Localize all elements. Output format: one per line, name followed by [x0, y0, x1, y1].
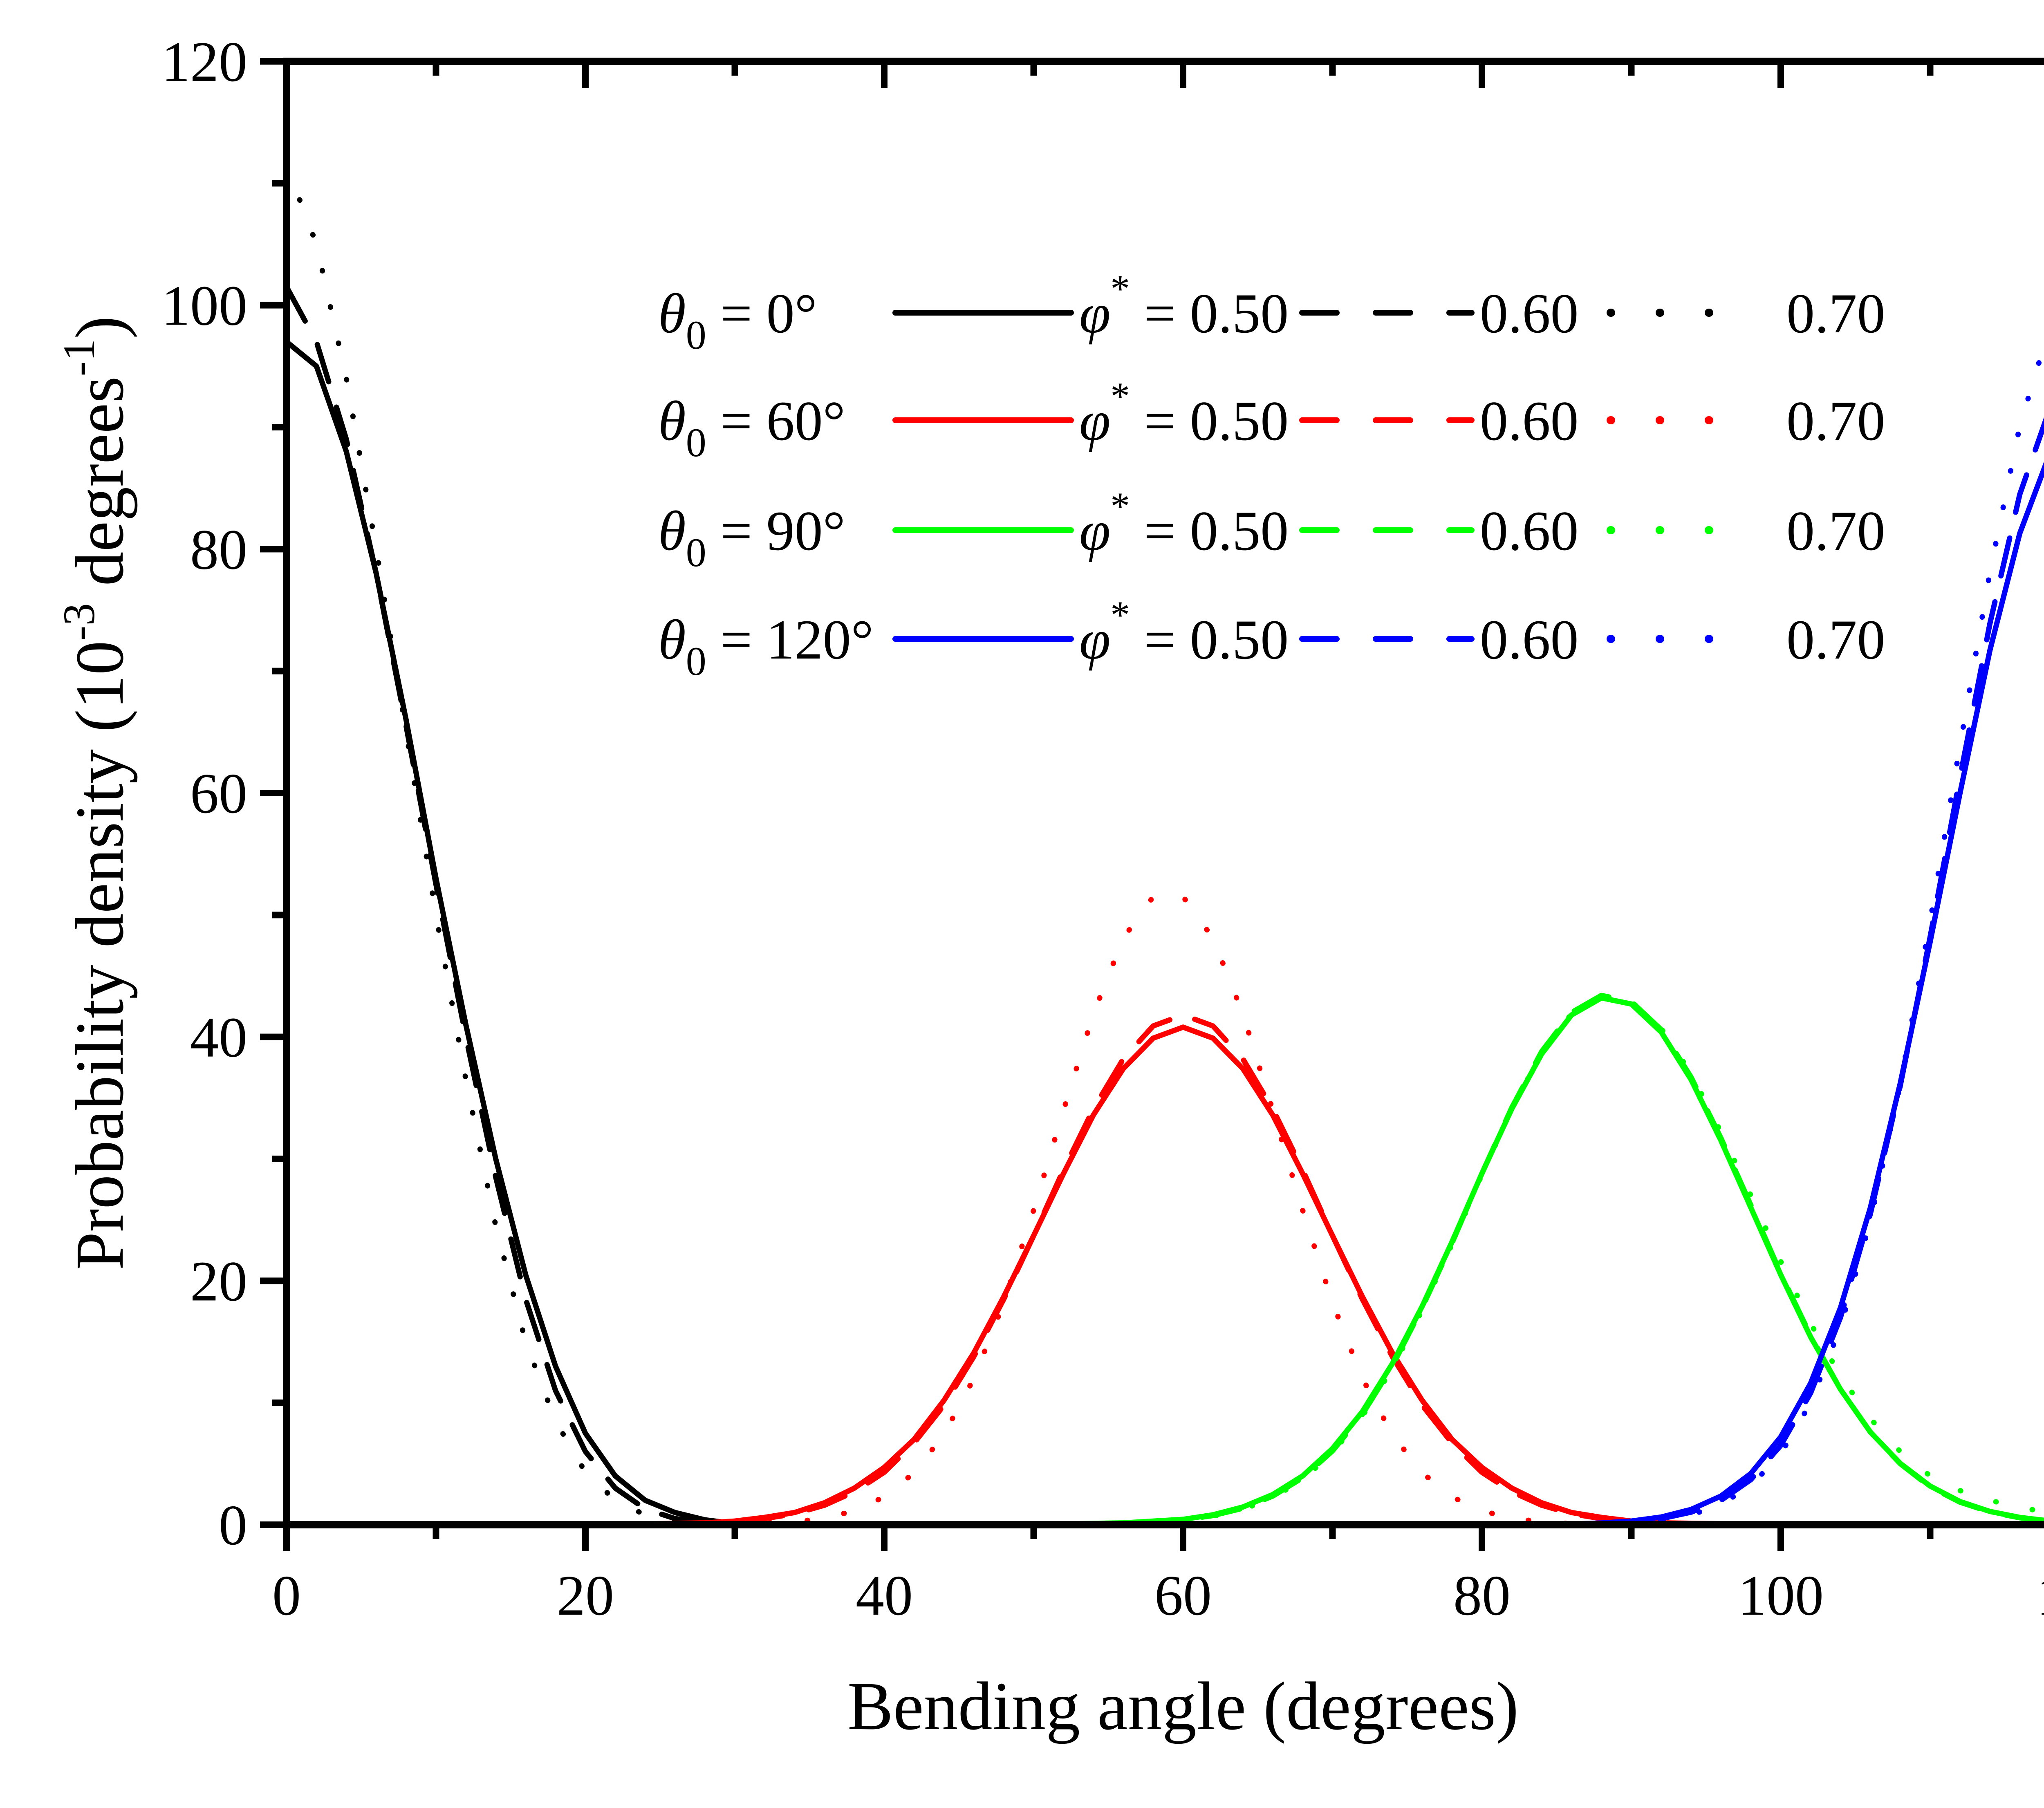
x-tick-label: 80 [1453, 1564, 1511, 1627]
phi-symbol: φ [1079, 608, 1110, 671]
phi-superscript: * [1110, 374, 1130, 418]
phi-symbol: φ [1079, 390, 1110, 452]
theta-subscript: 0 [686, 312, 706, 358]
y-tick-label: 60 [190, 762, 247, 825]
legend-phi-label: φ* = 0.50 [1079, 374, 1289, 452]
series-line [284, 894, 2044, 1528]
series-line [284, 992, 2044, 1528]
theta-symbol: θ [658, 282, 686, 345]
legend-theta-label: θ0 = 0° [658, 282, 817, 358]
phi-superscript: * [1110, 484, 1130, 528]
legend-phi-070: 0.70 [1786, 282, 1885, 345]
phi-symbol: φ [1079, 500, 1110, 562]
y-axis-title-prefix: Probability density (10 [62, 641, 138, 1270]
phi-superscript: * [1110, 267, 1130, 310]
y-axis-title-suffix: ) [62, 316, 138, 339]
y-tick-label: 20 [190, 1250, 247, 1313]
x-tick-label: 40 [856, 1564, 913, 1627]
legend-row: θ0 = 60° φ* = 0.50 0.60 0.70 [658, 374, 1885, 465]
phi-symbol: φ [1079, 282, 1110, 345]
legend-phi-060: 0.60 [1480, 608, 1579, 671]
x-tick-label: 60 [1154, 1564, 1212, 1627]
y-axis-title-exp1: -3 [54, 603, 104, 641]
legend-theta-label: θ0 = 120° [658, 608, 874, 684]
legend-phi-label: φ* = 0.50 [1079, 267, 1289, 345]
series-line [284, 1012, 2044, 1528]
y-tick-label: 100 [161, 274, 247, 338]
y-tick-label: 80 [190, 518, 247, 581]
legend-phi-060: 0.60 [1480, 390, 1579, 452]
phi-superscript: * [1110, 593, 1130, 636]
theta-symbol: θ [658, 390, 686, 452]
theta-subscript: 0 [686, 639, 706, 684]
x-tick-label: 120 [2037, 1564, 2044, 1627]
theta-value: = 120° [706, 608, 874, 671]
x-tick-label: 100 [1738, 1564, 1824, 1627]
x-axis-title: Bending angle (degrees) [847, 1668, 1519, 1744]
legend-row: θ0 = 0° φ* = 0.50 0.60 0.70 [658, 267, 1885, 358]
y-axis-title: Probability density (10-3 degrees-1) [54, 316, 138, 1270]
theta-subscript: 0 [686, 420, 706, 465]
legend-row: θ0 = 90° φ* = 0.50 0.60 0.70 [658, 484, 1885, 575]
theta-symbol: θ [658, 500, 686, 562]
theta-value: = 90° [706, 500, 845, 562]
y-tick-label: 120 [161, 30, 247, 94]
theta-value: = 60° [706, 390, 845, 452]
phi-value: = 0.50 [1130, 608, 1289, 671]
y-tick-label: 0 [219, 1494, 247, 1557]
legend-phi-label: φ* = 0.50 [1079, 484, 1289, 562]
legend-row: θ0 = 120° φ* = 0.50 0.60 0.70 [658, 593, 1885, 684]
legend-theta-label: θ0 = 90° [658, 500, 845, 575]
legend-phi-070: 0.70 [1786, 390, 1885, 452]
axis-tick-labels: 0 20 40 60 80 100 120 0 20 40 60 80 100 120 [161, 30, 2044, 1627]
axis-ticks [260, 58, 1934, 1551]
theta-subscript: 0 [686, 530, 706, 575]
legend-phi-070: 0.70 [1786, 500, 1885, 562]
phi-value: = 0.50 [1130, 282, 1289, 345]
legend-phi-060: 0.60 [1480, 282, 1579, 345]
legend-theta-label: θ0 = 60° [658, 390, 845, 465]
theta-value: = 0° [706, 282, 817, 345]
y-tick-label: 40 [190, 1006, 247, 1069]
legend-phi-label: φ* = 0.50 [1079, 593, 1289, 671]
phi-value: = 0.50 [1130, 390, 1289, 452]
x-tick-label: 20 [557, 1564, 614, 1627]
y-axis-title-middle: degrees [62, 376, 138, 603]
phi-value: = 0.50 [1130, 500, 1289, 562]
legend-phi-060: 0.60 [1480, 500, 1579, 562]
theta-symbol: θ [658, 608, 686, 671]
x-tick-label: 0 [272, 1564, 301, 1627]
legend-phi-070: 0.70 [1786, 608, 1885, 671]
y-axis-title-exp2: -1 [54, 339, 104, 376]
